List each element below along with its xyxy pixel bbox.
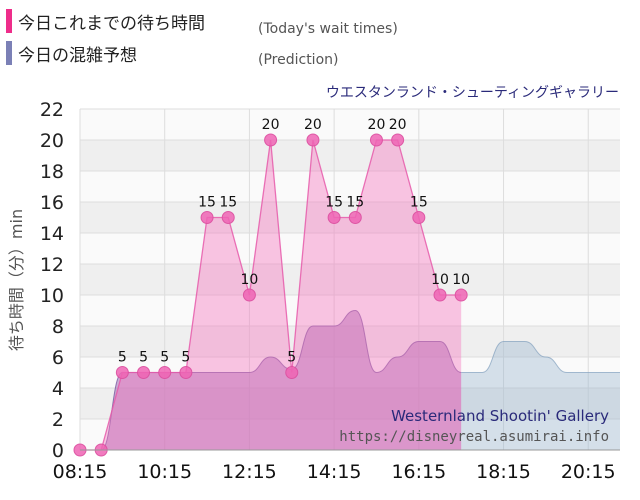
y-tick-label: 18 [40, 161, 64, 183]
legend-prediction-swatch [6, 41, 12, 65]
x-tick-label: 18:15 [476, 461, 531, 483]
data-label: 15 [346, 195, 364, 211]
y-tick-label: 10 [40, 285, 64, 307]
data-label: 5 [287, 350, 296, 366]
data-point [115, 366, 129, 379]
data-label: 5 [118, 350, 127, 366]
data-label: 5 [181, 350, 190, 366]
data-point [264, 133, 278, 147]
data-point [327, 211, 341, 224]
data-point [137, 366, 151, 379]
prediction-area-future-fill [461, 341, 620, 450]
data-point [412, 211, 426, 224]
data-point [369, 133, 383, 147]
data-label: 20 [262, 117, 280, 133]
x-tick-label: 14:15 [307, 461, 362, 483]
data-point [285, 366, 299, 379]
legend-today-note: (Today's wait times) [258, 21, 398, 37]
data-label: 15 [325, 195, 343, 211]
legend-today-swatch [6, 9, 12, 33]
data-point [221, 211, 235, 224]
data-label: 15 [410, 195, 428, 211]
data-point [391, 133, 405, 147]
y-tick-label: 2 [52, 409, 64, 431]
y-tick-label: 20 [40, 130, 64, 152]
data-label: 20 [304, 117, 322, 133]
data-label: 20 [368, 117, 386, 133]
y-tick-label: 14 [40, 223, 64, 245]
data-label: 15 [219, 195, 237, 211]
data-point [242, 288, 256, 302]
grid-band [80, 264, 620, 295]
data-point [179, 366, 193, 379]
data-label: 15 [198, 195, 216, 211]
data-label: 10 [452, 272, 470, 288]
axes: 0 2 4 6 8 10 12 14 16 18 20 22 08:15 10:15 12:15 14:15 1… [40, 99, 620, 483]
legend-prediction-note: (Prediction) [258, 52, 339, 68]
series-areas [79, 139, 620, 451]
data-point [433, 288, 447, 302]
legend-today-label: 今日これまでの待ち時間 [18, 13, 205, 34]
watermark-title: Westernland Shootin' Gallery [391, 407, 609, 425]
data-point [348, 211, 362, 224]
prediction-area-past-fill [80, 310, 462, 450]
y-axis-label: 待ち時間（分）min [7, 209, 26, 351]
y-tick-label: 12 [40, 254, 64, 276]
data-points [73, 133, 468, 457]
data-point [158, 366, 172, 379]
y-tick-label: 0 [52, 440, 64, 462]
watermark-url: https://disneyreal.asumirai.info [339, 429, 609, 445]
x-tick-label: 10:15 [137, 461, 192, 483]
y-tick-label: 22 [40, 99, 64, 121]
y-tick-label: 8 [52, 316, 64, 338]
x-tick-label: 16:15 [391, 461, 446, 483]
data-point [306, 133, 320, 147]
data-label: 5 [160, 350, 169, 366]
data-label: 10 [431, 272, 449, 288]
legend-prediction-label: 今日の混雑予想 [18, 45, 137, 66]
x-tick-label: 20:15 [561, 461, 616, 483]
y-tick-label: 16 [40, 192, 64, 214]
data-point [454, 288, 468, 302]
attraction-name: ウエスタンランド・シューティングギャラリー [326, 85, 619, 101]
y-tick-label: 4 [52, 378, 64, 400]
x-tick-label: 08:15 [53, 461, 108, 483]
data-label: 10 [240, 272, 258, 288]
data-label: 20 [389, 117, 407, 133]
data-point [200, 211, 214, 224]
grid-band [80, 140, 620, 171]
legend-prediction: 今日の混雑予想 [6, 40, 137, 66]
y-tick-label: 6 [52, 347, 64, 369]
data-label: 5 [139, 350, 148, 366]
x-tick-label: 12:15 [222, 461, 277, 483]
legend-today: 今日これまでの待ち時間 [6, 8, 205, 34]
prediction-area-future-line [461, 341, 620, 373]
